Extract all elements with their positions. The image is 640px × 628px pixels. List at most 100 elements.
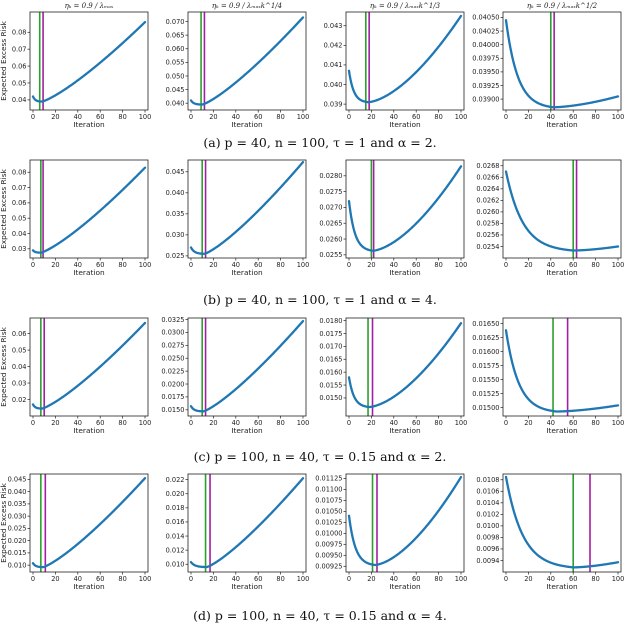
plot-frame (502, 317, 622, 417)
risk-curve (189, 160, 305, 255)
x-tick-label: 100 (455, 575, 468, 583)
y-tick-label: 0.035 (8, 500, 27, 508)
x-tick-label: 20 (51, 261, 59, 269)
x-tick-label: 40 (390, 419, 398, 427)
y-tick-label: 0.0300 (161, 329, 184, 337)
x-tick-label: 20 (524, 419, 532, 427)
x-tick-label: 100 (297, 113, 310, 121)
x-tick-label: 80 (591, 575, 599, 583)
panel-r1-c0: 0 20 40 60 80 100 Iteration 0.03 0.04 0.05 0.06 0.0… (12, 159, 151, 277)
y-tick-label: 0.040 (8, 488, 27, 496)
x-tick-label: 0 (189, 419, 193, 427)
risk-curve (347, 322, 463, 409)
y-tick-label: 0.03950 (472, 68, 499, 76)
y-tick-label: 0.0270 (319, 204, 342, 212)
y-tick-label: 0.0106 (476, 488, 499, 496)
x-tick-label: 60 (96, 113, 104, 121)
x-tick-label: 0 (189, 261, 193, 269)
xlabel: Iteration (546, 268, 578, 277)
xlabel: Iteration (231, 268, 263, 277)
x-tick-label: 60 (254, 575, 262, 583)
y-tick-label: 0.0155 (319, 381, 342, 389)
panel-r1-c2: 0 20 40 60 80 100 Iteration 0.0255 0.0260 0.0265 0… (319, 159, 467, 277)
x-tick-label: 20 (51, 575, 59, 583)
x-tick-label: 0 (31, 575, 35, 583)
y-tick-label: 0.03 (12, 379, 27, 387)
y-tick-label: 0.01625 (472, 334, 499, 342)
risk-curve (31, 20, 147, 103)
x-tick-label: 80 (434, 261, 442, 269)
y-tick-label: 0.065 (166, 31, 185, 39)
y-tick-label: 0.01000 (315, 530, 342, 538)
y-tick-label: 0.0100 (476, 522, 499, 530)
column-title-3: ηₖ = 0.9 / λₘₐₓk^1/3 (370, 2, 441, 10)
x-tick-label: 80 (276, 575, 284, 583)
x-tick-label: 20 (367, 113, 375, 121)
y-tick-label: 0.039 (324, 100, 343, 108)
x-tick-label: 40 (547, 261, 555, 269)
plot-frame (345, 473, 465, 573)
x-tick-label: 60 (96, 261, 104, 269)
y-tick-label: 0.04 (12, 363, 27, 371)
y-tick-label: 0.0165 (319, 356, 342, 364)
y-tick-label: 0.05 (12, 346, 27, 354)
row-caption-0: (a) p = 40, n = 100, τ = 1 and α = 2. (203, 135, 436, 150)
y-tick-label: 0.03 (12, 245, 27, 253)
panel-r2-c0: 0 20 40 60 80 100 Iteration 0.02 0.03 0.04 0.05 0.0… (12, 317, 151, 435)
x-tick-label: 60 (569, 575, 577, 583)
risk-curve (504, 19, 620, 109)
y-tick-label: 0.045 (8, 476, 27, 484)
xlabel: Iteration (73, 120, 105, 129)
y-tick-label: 0.0260 (476, 208, 499, 216)
x-tick-label: 60 (569, 113, 577, 121)
column-title-2: ηₖ = 0.9 / λₘₐₓk^1/4 (212, 2, 282, 10)
x-tick-label: 0 (189, 575, 193, 583)
risk-curve (31, 477, 147, 569)
xlabel: Iteration (546, 426, 578, 435)
y-tick-label: 0.0200 (161, 380, 184, 388)
xlabel: Iteration (231, 582, 263, 591)
y-tick-label: 0.02 (12, 396, 27, 404)
y-tick-label: 0.070 (166, 18, 185, 26)
x-tick-label: 100 (139, 575, 152, 583)
y-tick-label: 0.060 (166, 45, 185, 53)
x-tick-label: 80 (434, 575, 442, 583)
y-tick-label: 0.00975 (315, 541, 342, 549)
y-tick-label: 0.025 (8, 525, 27, 533)
y-tick-label: 0.0104 (476, 499, 499, 507)
y-tick-label: 0.0250 (161, 355, 184, 363)
x-tick-label: 20 (209, 261, 217, 269)
y-tick-label: 0.0280 (319, 172, 342, 180)
x-tick-label: 60 (254, 419, 262, 427)
y-tick-label: 0.0264 (476, 185, 499, 193)
x-tick-label: 0 (347, 113, 351, 121)
y-tick-label: 0.020 (8, 537, 27, 545)
plot-frame (29, 317, 149, 417)
y-tick-label: 0.0325 (161, 316, 184, 324)
panel-r1-c3: 0 20 40 60 80 100 Iteration 0.0254 0.0256 0.0258 0… (476, 159, 624, 277)
y-tick-label: 0.05 (12, 79, 27, 87)
y-tick-label: 0.020 (166, 490, 185, 498)
y-tick-label: 0.0160 (319, 368, 342, 376)
y-tick-label: 0.025 (166, 252, 185, 260)
risk-curve (504, 170, 620, 252)
x-tick-label: 0 (347, 575, 351, 583)
panel-r0-c0: 0 20 40 60 80 100 Iteration 0.04 0.05 0.06 0.07 0.0… (12, 11, 151, 129)
x-tick-label: 100 (612, 113, 625, 121)
y-tick-label: 0.03900 (472, 95, 499, 103)
panel-r3-c1: 0 20 40 60 80 100 Iteration 0.010 0.012 0.014 0.01… (166, 473, 309, 591)
y-tick-label: 0.01575 (472, 362, 499, 370)
y-tick-label: 0.01025 (315, 519, 342, 527)
y-tick-label: 0.01600 (472, 348, 499, 356)
x-tick-label: 40 (74, 261, 82, 269)
y-tick-label: 0.010 (8, 561, 27, 569)
risk-curve (504, 329, 620, 413)
y-tick-label: 0.043 (324, 22, 343, 30)
x-tick-label: 80 (118, 575, 126, 583)
plot-frame (345, 159, 465, 259)
x-tick-label: 100 (455, 113, 468, 121)
xlabel: Iteration (389, 120, 421, 129)
x-tick-label: 60 (254, 113, 262, 121)
ylabel-row-3: Expected Excess Risk (0, 482, 8, 562)
x-tick-label: 20 (209, 575, 217, 583)
